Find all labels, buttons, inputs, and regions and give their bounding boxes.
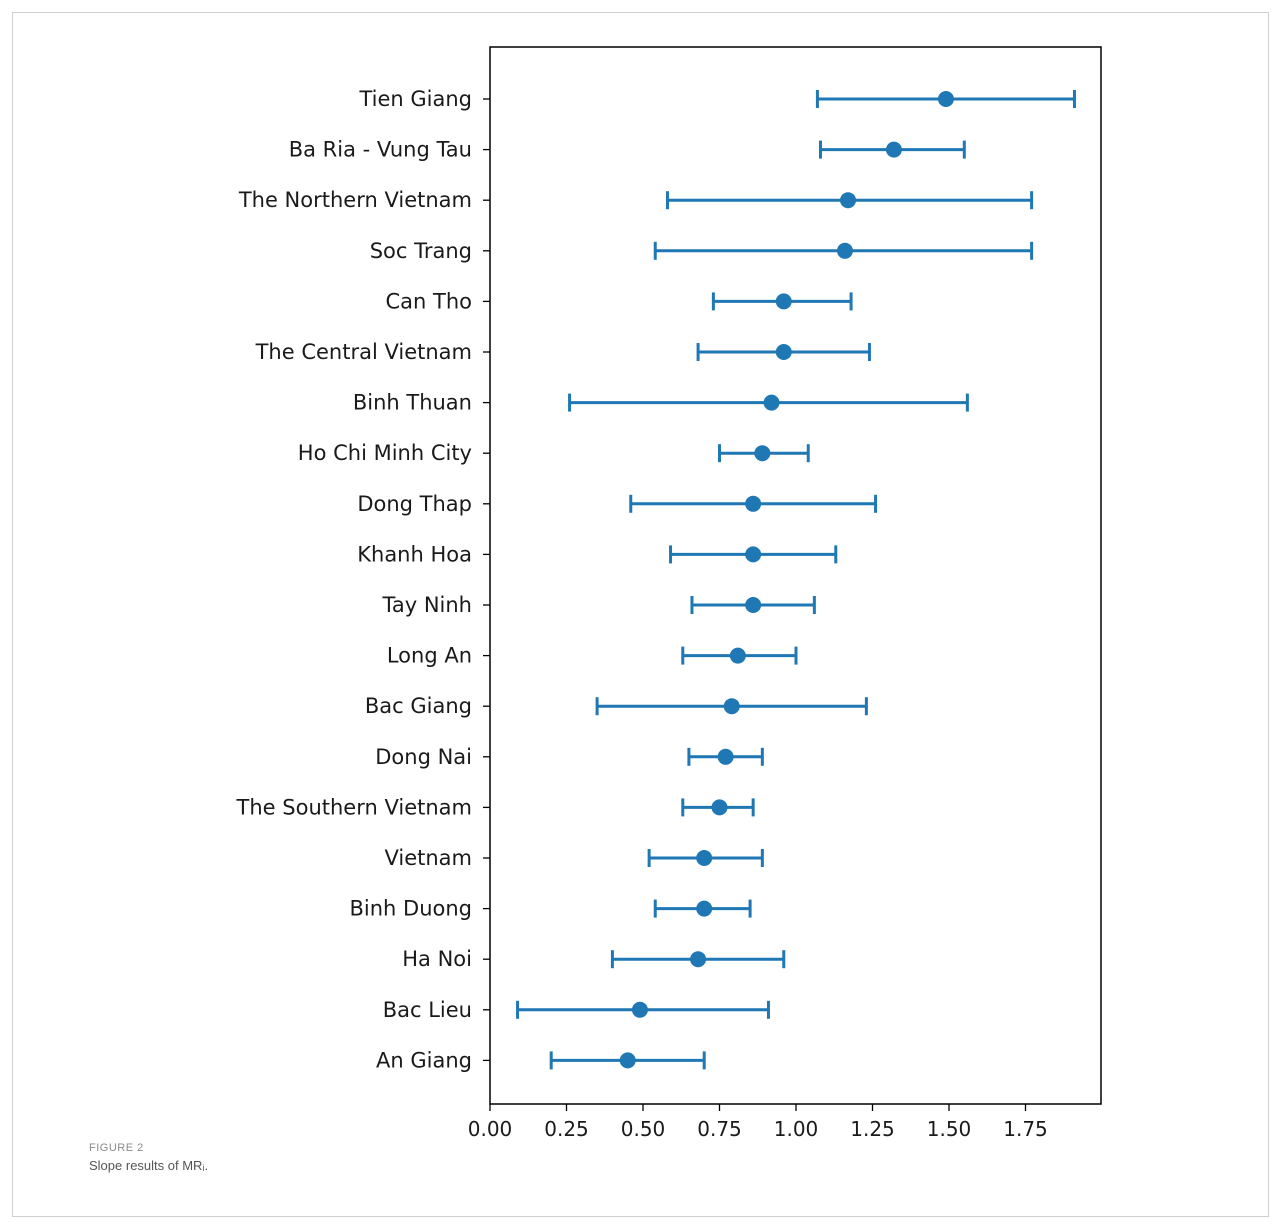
point-khanh-hoa [745,546,762,563]
figure-label: FIGURE 2 [89,1142,144,1154]
errorbar-series [516,90,1076,1070]
x-tick-label-5: 1.25 [850,1117,895,1141]
point-soc-trang [836,242,853,259]
y-tick-label-the-central-vietnam: The Central Vietnam [255,340,472,364]
x-tick-label-1: 0.25 [544,1117,589,1141]
point-the-southern-vietnam [711,799,728,816]
y-tick-label-khanh-hoa: Khanh Hoa [357,542,472,566]
point-an-giang [619,1052,636,1069]
figure-caption-text: Slope results of MRᵢ. [89,1158,209,1173]
y-tick-label-dong-nai: Dong Nai [375,745,472,769]
y-tick-label-can-tho: Can Tho [385,289,472,313]
point-ba-ria-vung-tau [885,141,902,158]
point-ho-chi-minh-city [754,445,771,462]
point-the-central-vietnam [775,344,792,360]
plot-area-frame [489,46,1102,1105]
y-tick-label-binh-thuan: Binh Thuan [353,391,472,415]
y-tick-label-bac-giang: Bac Giang [365,694,472,718]
y-tick-label-an-giang: An Giang [376,1048,472,1072]
figure-frame [12,12,1269,1217]
x-tick-label-4: 1.00 [774,1117,819,1141]
point-tay-ninh [745,597,762,613]
y-tick-label-tay-ninh: Tay Ninh [382,593,473,617]
point-bac-giang [723,698,740,715]
y-tick-label-soc-trang: Soc Trang [370,239,472,263]
point-binh-duong [696,900,713,917]
point-can-tho [775,293,792,310]
x-tick-label-0: 0.00 [468,1117,513,1141]
y-tick-label-ho-chi-minh-city: Ho Chi Minh City [298,441,472,465]
y-tick-label-ba-ria-vung-tau: Ba Ria - Vung Tau [289,138,472,162]
x-tick-label-7: 1.75 [1003,1117,1048,1141]
point-dong-thap [745,495,762,512]
x-axis: 0.00 0.25 0.50 0.75 1.00 1.25 1.50 1.75 [468,1104,1048,1141]
x-tick-label-2: 0.50 [621,1117,666,1141]
y-tick-label-binh-duong: Binh Duong [349,897,472,921]
y-tick-label-the-southern-vietnam: The Southern Vietnam [236,795,472,819]
point-ha-noi [690,951,707,968]
y-axis: Tien Giang Ba Ria - Vung Tau The Northern … [236,87,490,1072]
point-binh-thuan [763,394,780,411]
x-tick-label-6: 1.50 [927,1117,972,1141]
x-tick-label-3: 0.75 [697,1117,742,1141]
point-vietnam [696,850,713,866]
y-tick-label-the-northern-vietnam: The Northern Vietnam [238,188,472,212]
point-bac-lieu [631,1001,648,1018]
point-the-northern-vietnam [840,192,857,209]
y-tick-label-ha-noi: Ha Noi [402,947,472,971]
point-long-an [729,647,746,664]
point-tien-giang [937,91,954,107]
y-tick-label-tien-giang: Tien Giang [358,87,472,111]
y-tick-label-vietnam: Vietnam [384,846,472,870]
figure-caption: FIGURE 2 Slope results of MRᵢ. [89,1142,208,1173]
y-tick-label-dong-thap: Dong Thap [357,492,472,516]
point-dong-nai [717,748,734,765]
y-tick-label-long-an: Long An [387,644,472,668]
y-tick-label-bac-lieu: Bac Lieu [383,998,472,1022]
